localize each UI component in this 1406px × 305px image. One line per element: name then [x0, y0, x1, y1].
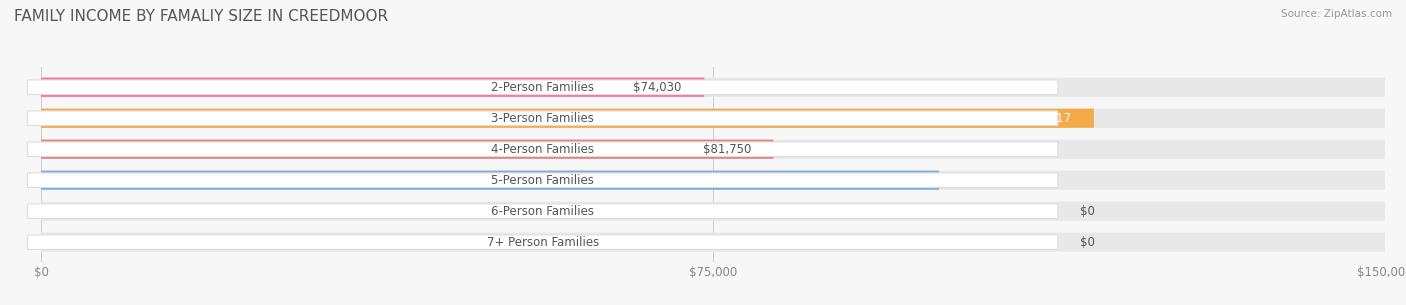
Text: $81,750: $81,750	[703, 143, 751, 156]
Text: $100,227: $100,227	[860, 174, 917, 187]
Text: 5-Person Families: 5-Person Families	[491, 174, 595, 187]
FancyBboxPatch shape	[28, 111, 1057, 126]
Text: 7+ Person Families: 7+ Person Families	[486, 236, 599, 249]
Text: 3-Person Families: 3-Person Families	[491, 112, 595, 125]
FancyBboxPatch shape	[41, 140, 1385, 159]
FancyBboxPatch shape	[41, 202, 1385, 221]
FancyBboxPatch shape	[41, 170, 1385, 190]
FancyBboxPatch shape	[28, 142, 1057, 156]
Text: $0: $0	[1080, 236, 1095, 249]
Text: $117,517: $117,517	[1015, 112, 1071, 125]
FancyBboxPatch shape	[28, 80, 1057, 95]
FancyBboxPatch shape	[28, 173, 1057, 188]
Text: $0: $0	[1080, 205, 1095, 218]
Text: 6-Person Families: 6-Person Families	[491, 205, 595, 218]
FancyBboxPatch shape	[41, 109, 1094, 128]
FancyBboxPatch shape	[28, 204, 1057, 218]
FancyBboxPatch shape	[41, 170, 939, 190]
FancyBboxPatch shape	[41, 140, 773, 159]
FancyBboxPatch shape	[28, 235, 1057, 249]
FancyBboxPatch shape	[41, 232, 1385, 252]
FancyBboxPatch shape	[41, 109, 1385, 128]
Text: Source: ZipAtlas.com: Source: ZipAtlas.com	[1281, 9, 1392, 19]
FancyBboxPatch shape	[41, 78, 1385, 97]
Text: 2-Person Families: 2-Person Families	[491, 81, 595, 94]
Text: 4-Person Families: 4-Person Families	[491, 143, 595, 156]
Text: FAMILY INCOME BY FAMALIY SIZE IN CREEDMOOR: FAMILY INCOME BY FAMALIY SIZE IN CREEDMO…	[14, 9, 388, 24]
Text: $74,030: $74,030	[634, 81, 682, 94]
FancyBboxPatch shape	[41, 78, 704, 97]
